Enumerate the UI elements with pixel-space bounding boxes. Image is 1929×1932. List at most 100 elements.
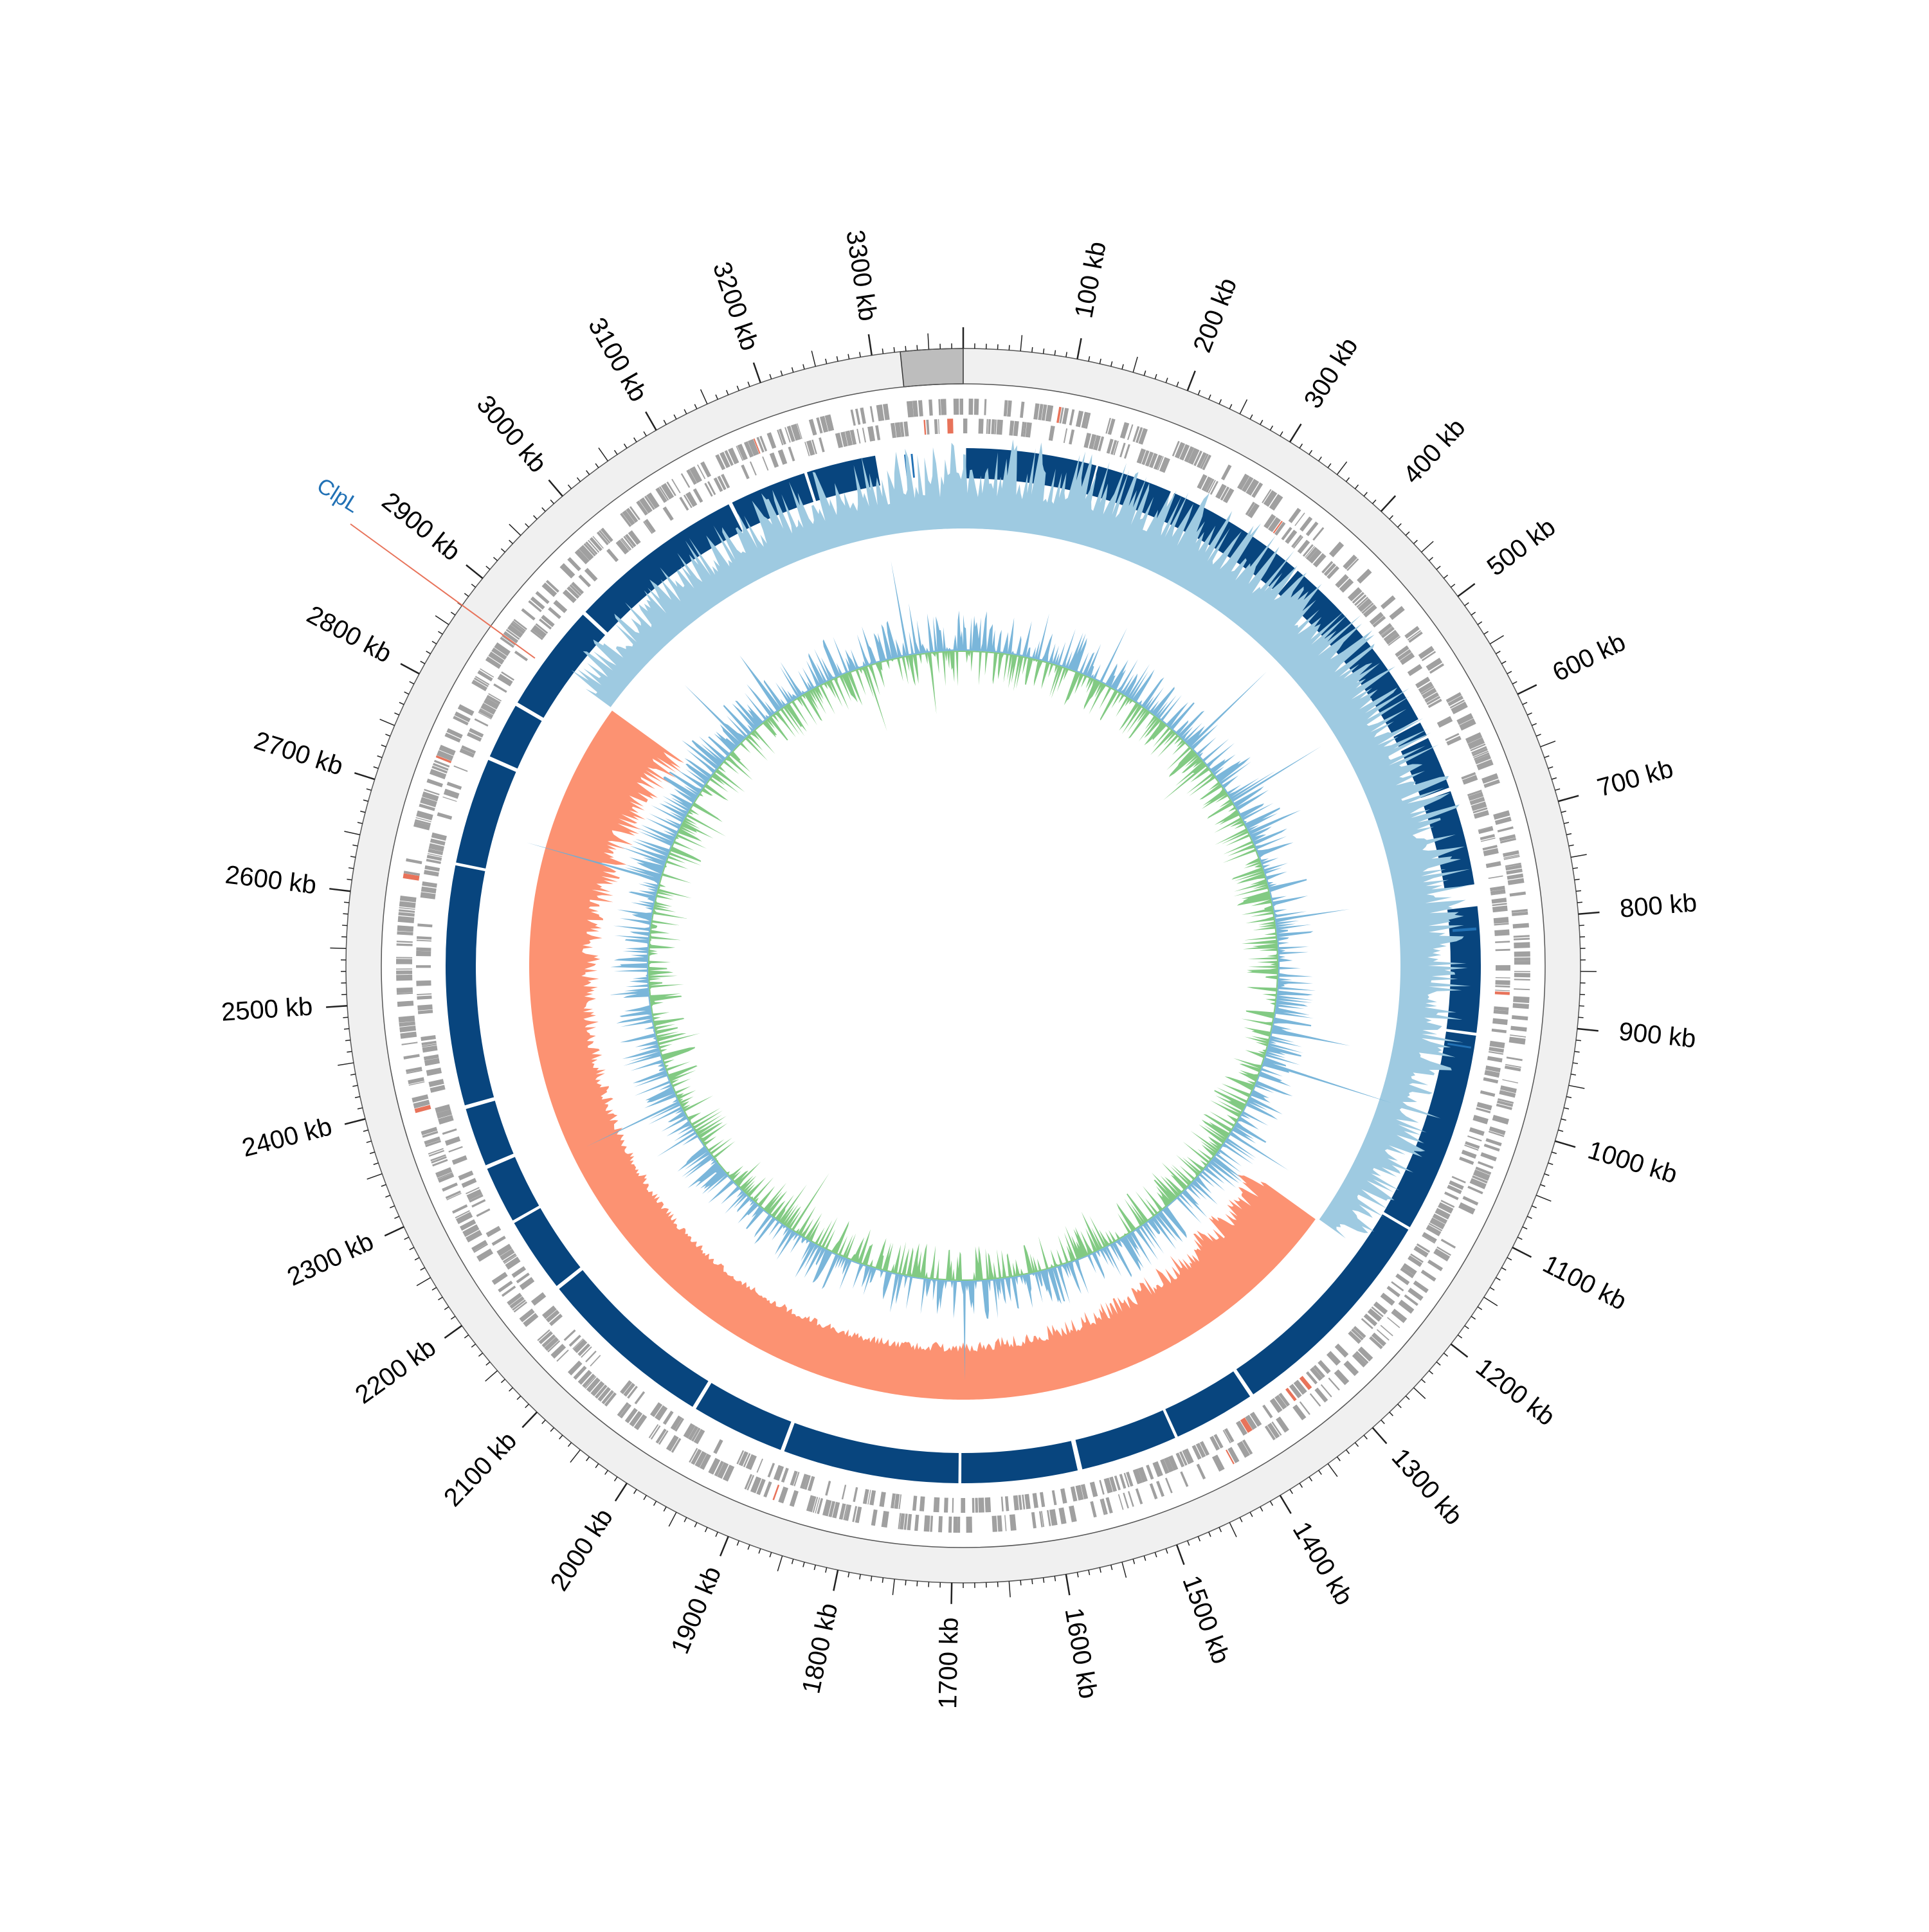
gene-feature bbox=[948, 1517, 952, 1533]
gene-feature bbox=[1099, 1480, 1104, 1495]
gene-feature bbox=[1009, 420, 1014, 435]
tick-label: 2500 kb bbox=[221, 993, 314, 1027]
gene-feature bbox=[1052, 1490, 1057, 1505]
gene-feature bbox=[458, 1171, 474, 1180]
minor-tick bbox=[1355, 1443, 1358, 1447]
gene-feature bbox=[400, 896, 417, 903]
gene-feature bbox=[1507, 1056, 1523, 1061]
gene-feature bbox=[919, 1496, 925, 1511]
gene-feature bbox=[1513, 923, 1529, 928]
gene-feature bbox=[912, 1495, 917, 1510]
minor-tick bbox=[1089, 356, 1090, 361]
gene-feature bbox=[961, 1498, 965, 1513]
minor-tick bbox=[464, 1335, 468, 1338]
minor-tick bbox=[1209, 395, 1211, 399]
minor-tick bbox=[390, 1206, 394, 1208]
minor-tick bbox=[344, 831, 359, 835]
tick-label: 3300 kb bbox=[840, 228, 882, 323]
major-tick bbox=[1188, 371, 1195, 391]
minor-tick bbox=[748, 382, 750, 387]
gene-feature bbox=[903, 421, 909, 436]
gene-feature bbox=[416, 951, 431, 956]
minor-tick bbox=[781, 371, 782, 376]
gene-feature bbox=[966, 1517, 972, 1533]
minor-tick bbox=[343, 1017, 348, 1018]
tick-label: 300 kb bbox=[1299, 333, 1364, 413]
gene-feature bbox=[954, 1517, 958, 1533]
gene-feature bbox=[871, 1510, 878, 1526]
gene-feature bbox=[1496, 977, 1510, 979]
synteny-block bbox=[487, 1157, 539, 1221]
gene-feature bbox=[1512, 1015, 1528, 1020]
gene-feature bbox=[1514, 971, 1530, 972]
minor-tick bbox=[727, 390, 729, 395]
minor-tick bbox=[1280, 431, 1283, 436]
tick-label: 2000 kb bbox=[545, 1504, 619, 1596]
minor-tick bbox=[355, 1097, 360, 1098]
gene-feature bbox=[1514, 979, 1530, 980]
minor-tick bbox=[542, 507, 545, 511]
minor-tick bbox=[586, 471, 590, 474]
gene-feature bbox=[406, 858, 422, 864]
gene-feature bbox=[1514, 961, 1530, 964]
minor-tick bbox=[1337, 1457, 1340, 1461]
minor-tick bbox=[464, 593, 468, 597]
gene-feature bbox=[997, 1515, 1002, 1531]
gene-feature bbox=[553, 600, 567, 613]
minor-tick bbox=[1465, 1326, 1469, 1329]
minor-tick bbox=[1100, 359, 1101, 364]
gene-feature bbox=[876, 404, 885, 421]
minor-tick bbox=[1177, 382, 1179, 387]
minor-tick bbox=[338, 1063, 354, 1065]
gene-feature bbox=[606, 548, 619, 562]
gene-feature bbox=[700, 462, 711, 478]
gene-feature bbox=[1120, 422, 1129, 438]
major-tick bbox=[1517, 685, 1537, 694]
minor-tick bbox=[417, 1277, 431, 1286]
gene-feature bbox=[1381, 1293, 1395, 1306]
minor-tick bbox=[1561, 811, 1566, 813]
minor-tick bbox=[917, 1581, 918, 1586]
gene-feature bbox=[476, 1208, 491, 1216]
minor-tick bbox=[1532, 1206, 1536, 1208]
gene-feature bbox=[417, 940, 431, 942]
gene-feature bbox=[1480, 1152, 1497, 1161]
gene-feature bbox=[963, 419, 967, 433]
tick-label: 400 kb bbox=[1398, 413, 1471, 489]
gene-feature bbox=[875, 425, 880, 440]
minor-tick bbox=[399, 702, 404, 704]
minor-tick bbox=[404, 692, 409, 694]
gene-feature bbox=[416, 811, 433, 820]
synteny-track bbox=[446, 448, 1481, 1483]
gene-feature bbox=[1136, 1488, 1143, 1504]
minor-tick bbox=[1373, 500, 1376, 503]
minor-tick bbox=[1390, 516, 1393, 519]
minor-tick bbox=[426, 651, 431, 654]
tick-label: 1800 kb bbox=[797, 1601, 843, 1696]
gene-feature bbox=[421, 1035, 436, 1041]
gene-feature bbox=[1312, 527, 1324, 541]
minor-tick bbox=[432, 641, 437, 644]
major-tick bbox=[345, 1119, 365, 1124]
gene-feature bbox=[985, 1497, 992, 1512]
gene-feature bbox=[417, 993, 431, 995]
gene-feature bbox=[1441, 1239, 1456, 1249]
major-tick bbox=[385, 1227, 404, 1236]
minor-tick bbox=[1429, 1371, 1433, 1374]
minor-tick bbox=[1155, 374, 1156, 379]
gene-feature bbox=[681, 473, 690, 488]
minor-tick bbox=[1198, 390, 1200, 395]
gene-feature bbox=[986, 419, 988, 434]
gene-feature bbox=[1427, 1259, 1443, 1271]
gene-feature bbox=[1064, 428, 1067, 443]
major-tick bbox=[1458, 584, 1474, 597]
gene-feature bbox=[397, 931, 413, 935]
minor-tick bbox=[1406, 532, 1409, 536]
gene-feature bbox=[1197, 1464, 1206, 1479]
gene-feature bbox=[882, 1511, 889, 1528]
minor-tick bbox=[568, 485, 571, 489]
minor-tick bbox=[1523, 702, 1527, 704]
minor-tick bbox=[1009, 345, 1010, 350]
minor-tick bbox=[770, 374, 771, 379]
gene-feature bbox=[778, 1486, 788, 1503]
